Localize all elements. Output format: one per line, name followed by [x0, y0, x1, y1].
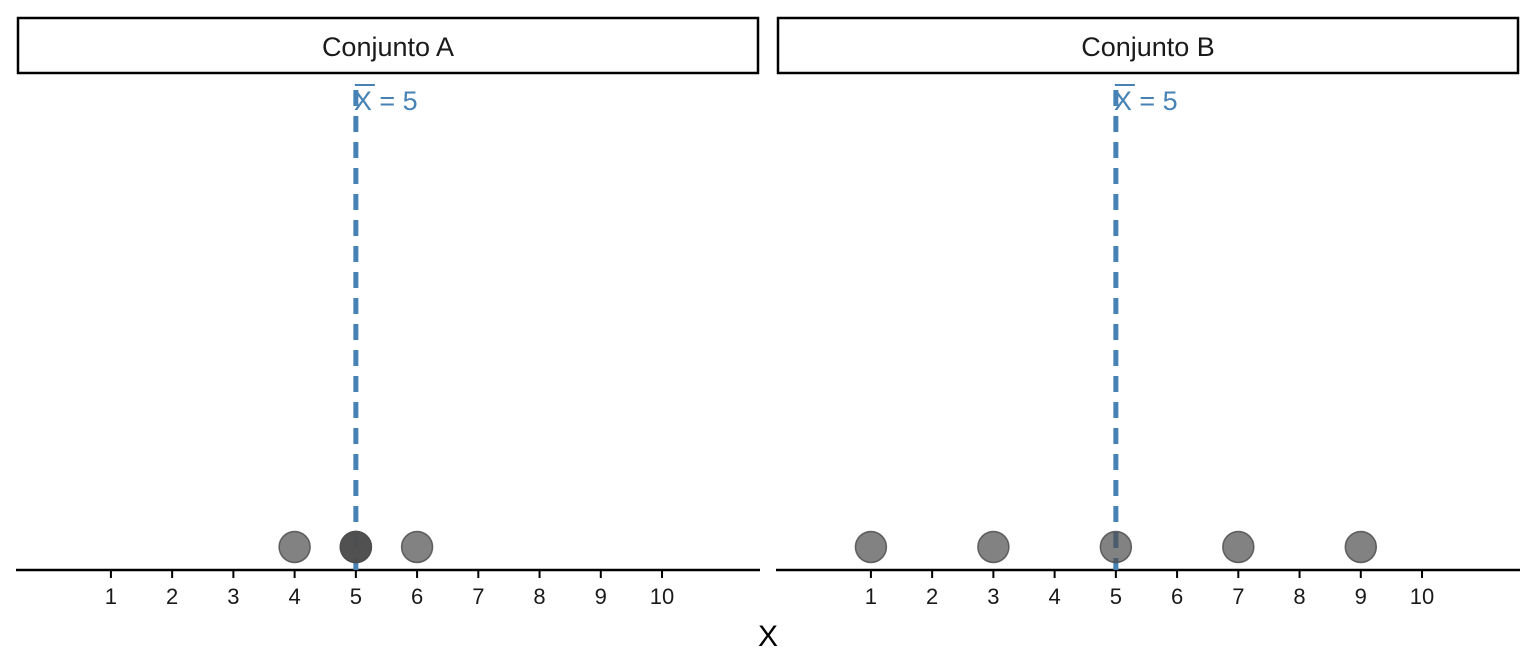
x-tick-label: 6 [411, 584, 423, 609]
strip-label: Conjunto B [1081, 32, 1215, 62]
x-tick-label: 9 [1355, 584, 1367, 609]
data-point [278, 530, 311, 564]
x-tick-label: 7 [1232, 584, 1244, 609]
data-point [339, 530, 373, 564]
mean-label: X = 5 [1114, 86, 1178, 116]
strip-box [16, 16, 760, 75]
x-tick-label: 8 [533, 584, 545, 609]
mean-symbol: X [354, 86, 372, 116]
data-point [1222, 530, 1255, 564]
x-tick-label: 2 [926, 584, 938, 609]
mean-label: X = 5 [354, 86, 418, 116]
x-tick-label: 3 [227, 584, 239, 609]
mean-value-text: = 5 [1132, 86, 1178, 116]
x-tick-label: 4 [1048, 584, 1060, 609]
strip-box [776, 16, 1520, 75]
x-tick-label: 9 [595, 584, 607, 609]
data-point [977, 530, 1010, 564]
x-tick-label: 3 [987, 584, 999, 609]
x-tick-label: 1 [865, 584, 877, 609]
panel-1: Conjunto A 1 2 3 4 5 6 7 8 9 10 X = 5 [16, 16, 760, 609]
x-tick-label: 7 [472, 584, 484, 609]
x-tick-label: 4 [288, 584, 300, 609]
x-tick-label: 5 [1110, 584, 1122, 609]
x-axis-title: X [758, 620, 778, 653]
data-point [400, 530, 434, 564]
data-point [1099, 530, 1133, 564]
panels: Conjunto A 1 2 3 4 5 6 7 8 9 10 X = 5 Conjunto B 1 2 3 4… [16, 16, 1520, 609]
x-tick-label: 5 [350, 584, 362, 609]
data-point [854, 530, 888, 564]
data-point [1344, 530, 1378, 564]
strip-label: Conjunto A [322, 32, 454, 62]
panel-2: Conjunto B 1 2 3 4 5 6 7 8 9 10 X = 5 [776, 16, 1520, 609]
x-tick-label: 10 [1410, 584, 1434, 609]
mean-value-text: = 5 [372, 86, 418, 116]
x-tick-label: 2 [166, 584, 178, 609]
x-tick-label: 6 [1171, 584, 1183, 609]
mean-symbol: X [1114, 86, 1132, 116]
x-tick-label: 1 [105, 584, 117, 609]
x-tick-label: 10 [650, 584, 674, 609]
x-tick-label: 8 [1293, 584, 1305, 609]
